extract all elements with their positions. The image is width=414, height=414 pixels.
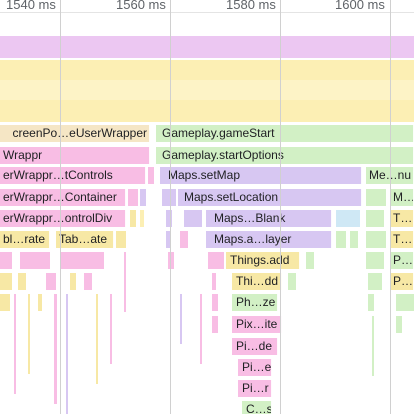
call-frame[interactable]: P… — [390, 252, 414, 269]
call-frame[interactable]: C…s — [242, 401, 272, 414]
call-frame-maps-blank[interactable]: Maps…Blank — [206, 210, 332, 227]
call-frame[interactable] — [14, 294, 16, 394]
call-frame[interactable] — [0, 273, 12, 290]
call-frame[interactable] — [396, 316, 402, 333]
call-frame[interactable] — [366, 252, 384, 269]
call-frame[interactable] — [46, 273, 56, 290]
call-frame[interactable]: erWrappr…ontrolDiv — [0, 210, 126, 227]
call-frame[interactable] — [162, 189, 176, 206]
call-frame[interactable] — [180, 231, 188, 248]
task-track-yellow[interactable] — [0, 100, 414, 122]
call-frame[interactable] — [70, 273, 76, 290]
call-frame[interactable] — [288, 273, 296, 290]
call-frame[interactable]: bl…rate — [0, 231, 50, 248]
call-frame[interactable]: Pi…de — [232, 338, 278, 355]
call-frame[interactable] — [366, 231, 386, 248]
call-frame-maps-setlocation[interactable]: Maps.setLocation — [178, 189, 362, 206]
call-frame[interactable] — [38, 294, 42, 311]
call-frame[interactable] — [28, 294, 30, 374]
call-frame[interactable]: Wrappr — [0, 147, 150, 164]
call-frame[interactable] — [166, 231, 170, 248]
grid-line — [280, 0, 281, 414]
call-frame[interactable] — [140, 210, 144, 227]
call-frame-things-add[interactable]: Things.add — [226, 252, 300, 269]
call-frame[interactable] — [350, 231, 358, 248]
call-frame[interactable]: P… — [390, 273, 414, 290]
call-frame[interactable] — [0, 294, 10, 311]
call-frame[interactable]: Pix…ite — [232, 316, 282, 333]
call-frame[interactable] — [306, 252, 314, 269]
call-frame[interactable]: T… — [390, 210, 414, 227]
call-frame[interactable] — [212, 316, 218, 333]
call-frame[interactable] — [116, 231, 126, 248]
task-track-yellow[interactable] — [0, 60, 414, 80]
call-frame[interactable]: T… — [390, 231, 414, 248]
grid-line — [170, 0, 171, 414]
call-frame[interactable]: M… — [390, 189, 414, 206]
grid-line — [60, 0, 61, 414]
call-frame[interactable] — [54, 294, 57, 404]
call-frame[interactable]: Pi…e — [238, 359, 272, 376]
call-frame[interactable]: erWrappr…Container — [0, 189, 126, 206]
call-frame[interactable] — [368, 273, 382, 290]
call-frame[interactable]: Ph…ze — [232, 294, 278, 311]
task-track-yellow[interactable] — [0, 80, 414, 100]
call-frame-maps-setmap[interactable]: Maps.setMap — [160, 167, 362, 184]
call-frame[interactable] — [336, 231, 346, 248]
call-frame[interactable] — [20, 252, 50, 269]
call-frame[interactable]: Thi…dd — [232, 273, 282, 290]
call-frame[interactable]: creenPo…eUserWrapper — [0, 125, 150, 142]
call-frame[interactable] — [366, 189, 386, 206]
call-frame[interactable] — [212, 294, 218, 311]
call-frame[interactable] — [0, 252, 12, 269]
tick-1580: 1580 ms — [226, 0, 276, 12]
call-frame[interactable] — [372, 316, 374, 376]
call-frame[interactable] — [166, 210, 172, 227]
call-frame[interactable]: Pi…r — [238, 380, 272, 397]
call-frame[interactable] — [130, 210, 136, 227]
call-frame[interactable] — [148, 167, 154, 184]
call-frame[interactable] — [336, 210, 360, 227]
task-track-purple[interactable] — [0, 36, 414, 58]
call-frame[interactable] — [366, 210, 384, 227]
tick-1600: 1600 ms — [335, 0, 385, 12]
call-frame-gameplay-startoptions[interactable]: Gameplay.startOptions — [156, 147, 414, 164]
call-frame-gameplay-gamestart[interactable]: Gameplay.gameStart — [156, 125, 414, 142]
call-frame[interactable]: erWrappr…tControls — [0, 167, 146, 184]
call-frame[interactable] — [396, 294, 414, 311]
call-frame[interactable] — [184, 210, 202, 227]
call-frame[interactable] — [84, 273, 92, 290]
call-frame[interactable] — [96, 294, 98, 384]
call-frame[interactable] — [168, 252, 174, 269]
call-frame[interactable]: Tab…ate — [56, 231, 114, 248]
call-frame[interactable] — [208, 252, 224, 269]
call-frame[interactable] — [110, 294, 112, 364]
call-frame[interactable] — [200, 294, 202, 364]
call-frame[interactable] — [66, 294, 68, 414]
time-ruler: 1540 ms 1560 ms 1580 ms 1600 ms — [0, 0, 414, 13]
tick-1540: 1540 ms — [6, 0, 56, 12]
tick-1560: 1560 ms — [116, 0, 166, 12]
call-frame[interactable] — [124, 252, 126, 312]
call-frame-maps-addlayer[interactable]: Maps.a…layer — [206, 231, 332, 248]
call-frame[interactable] — [18, 273, 26, 290]
call-frame[interactable] — [140, 189, 146, 206]
grid-line — [390, 0, 391, 414]
call-frame[interactable] — [128, 189, 138, 206]
call-frame[interactable] — [212, 273, 216, 290]
call-frame[interactable] — [180, 294, 182, 344]
call-frame[interactable] — [368, 294, 374, 311]
call-frame[interactable] — [60, 252, 104, 269]
